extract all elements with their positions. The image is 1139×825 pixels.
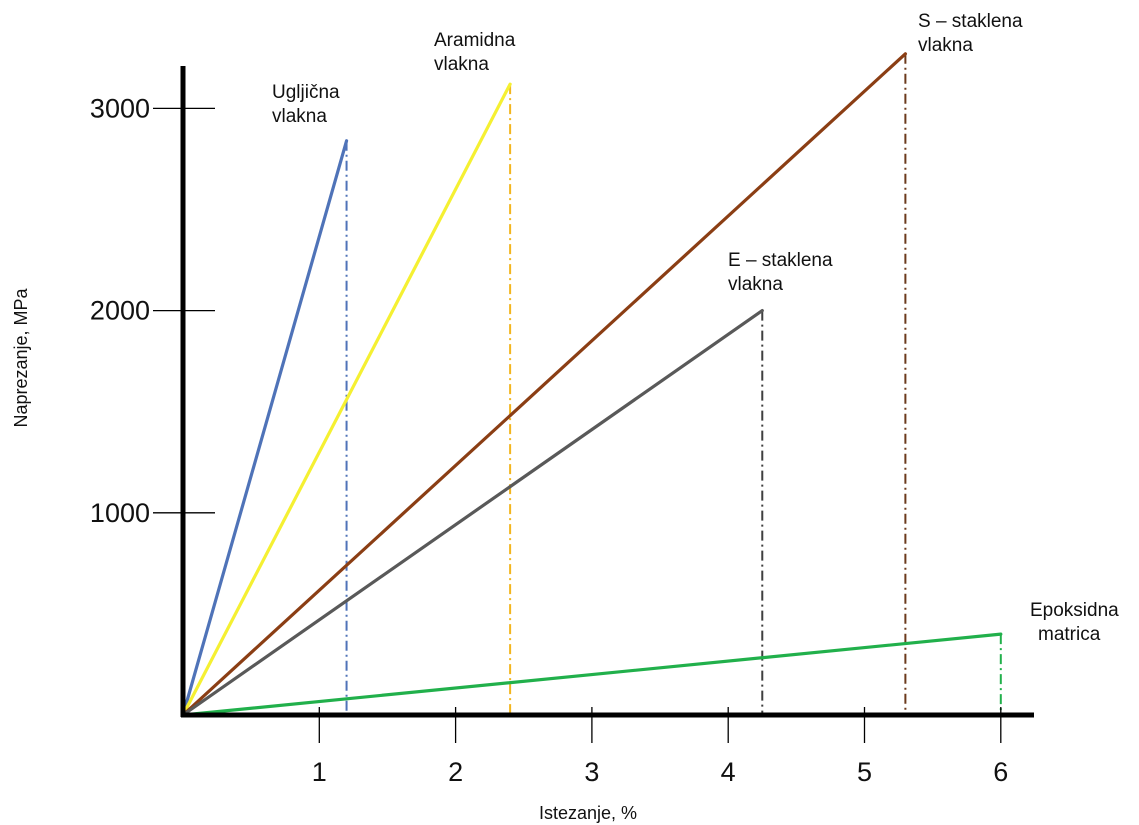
series-label: matrica [1038, 624, 1101, 645]
series-label: E – staklena [728, 250, 833, 271]
labels-layer: Istezanje, % Naprezanje, MPa Ugljična vla… [11, 11, 1119, 823]
x-tick-label: 2 [448, 757, 463, 787]
y-tick-label: 2000 [90, 296, 150, 326]
series-line [181, 632, 1003, 717]
x-tick-label: 6 [993, 757, 1008, 787]
series-label: Aramidna [434, 30, 516, 51]
series-label: S – staklena [918, 11, 1023, 32]
series-line [181, 82, 512, 717]
x-tick-label: 5 [857, 757, 872, 787]
series-label: vlakna [434, 54, 489, 75]
x-tick-label: 1 [312, 757, 327, 787]
series-label: Ugljična [272, 82, 340, 103]
y-axis-label: Naprezanje, MPa [11, 287, 31, 427]
axes-layer [180, 66, 1034, 718]
series-label: Epoksidna [1030, 600, 1119, 621]
series-label: vlakna [728, 274, 783, 295]
x-tick-label: 4 [721, 757, 736, 787]
y-tick-label: 1000 [90, 498, 150, 528]
x-tick-label: 3 [584, 757, 599, 787]
y-tick-label: 3000 [90, 93, 150, 123]
ticks-layer: 1 2 3 4 5 6 1000 2000 3000 [90, 93, 1008, 787]
series-label: vlakna [918, 35, 973, 56]
series-line [181, 52, 907, 717]
series-layer [181, 52, 1003, 717]
x-axis-label: Istezanje, % [539, 803, 637, 823]
series-line [181, 139, 349, 717]
series-line [181, 309, 764, 717]
series-label: vlakna [272, 106, 327, 127]
